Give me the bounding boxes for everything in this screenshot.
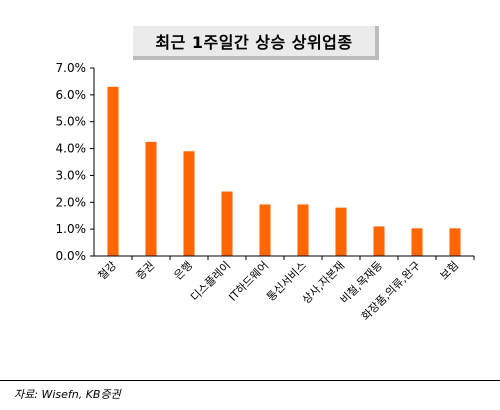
bar bbox=[335, 207, 347, 256]
source-note: 자료: Wisefn, KB증권 bbox=[14, 388, 121, 401]
bar bbox=[411, 228, 423, 256]
y-tick-label: 3.0% bbox=[56, 168, 87, 182]
x-axis: 철강 증권 은행디스플레이IT하드웨어통신서비스상사,자본재비철,목재등화장품,의류… bbox=[94, 255, 475, 323]
bar bbox=[183, 151, 195, 256]
bars bbox=[107, 86, 461, 256]
x-tick-label: 철강 bbox=[96, 259, 120, 283]
bar bbox=[449, 228, 461, 256]
y-tick-label: 5.0% bbox=[56, 115, 87, 129]
y-tick-label: 2.0% bbox=[56, 195, 87, 209]
bar bbox=[373, 226, 385, 256]
bar bbox=[107, 86, 119, 256]
y-tick-label: 7.0% bbox=[56, 61, 87, 75]
footer-divider bbox=[0, 380, 500, 381]
x-tick-label: 디스플레이 bbox=[188, 259, 233, 304]
y-tick-label: 4.0% bbox=[56, 142, 87, 156]
bar bbox=[145, 141, 157, 256]
x-tick-label: 보험 bbox=[438, 259, 462, 283]
x-tick-label: 증권 bbox=[134, 259, 158, 283]
chart-title: 최근 1주일간 상승 상위업종 bbox=[133, 26, 379, 60]
x-tick-label: 은행 bbox=[172, 259, 196, 283]
bar bbox=[221, 191, 233, 256]
bar bbox=[259, 204, 271, 256]
y-tick-label: 0.0% bbox=[56, 249, 87, 263]
bar-chart: 0.0% 1.0% 2.0% 3.0% 4.0% 5.0% 6.0% 7.0% 철강 증권 은행디… bbox=[56, 61, 475, 323]
y-tick-label: 1.0% bbox=[56, 222, 87, 236]
x-tick-label: IT하드웨어 bbox=[226, 258, 272, 304]
y-tick-label: 6.0% bbox=[56, 88, 87, 102]
y-axis: 0.0% 1.0% 2.0% 3.0% 4.0% 5.0% 6.0% 7.0% bbox=[56, 61, 95, 263]
bar bbox=[297, 204, 309, 256]
